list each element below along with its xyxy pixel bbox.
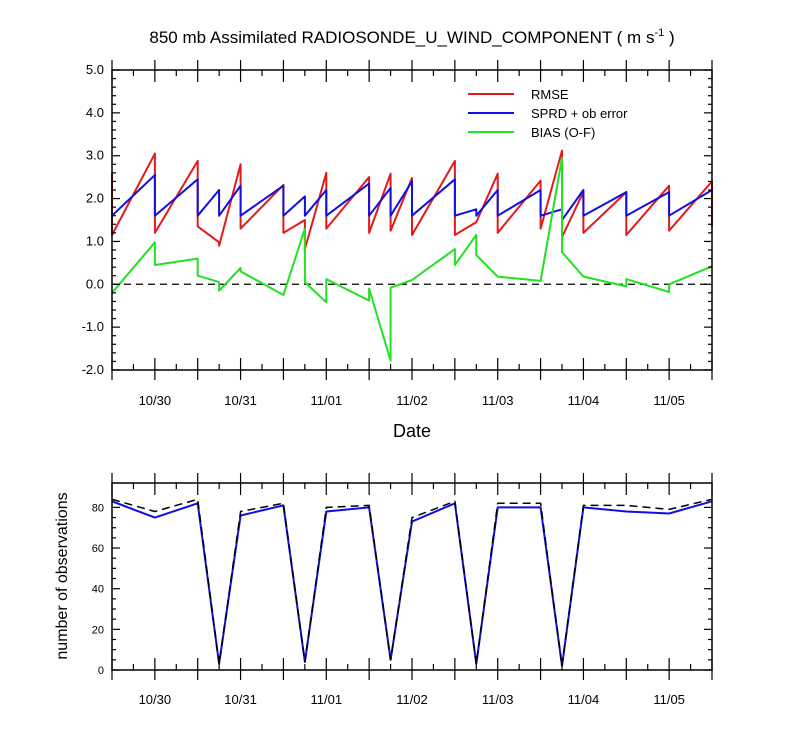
- bottom-y-tick-label: 40: [92, 584, 104, 596]
- chart-title-end: ): [664, 28, 674, 47]
- top-chart-marks: [111, 149, 713, 362]
- top-x-tick-label: 11/01: [310, 393, 342, 408]
- top-x-tick-label: 11/02: [396, 393, 428, 408]
- top-y-tick-label: 1.0: [86, 233, 104, 248]
- bottom-x-tick-label: 10/30: [139, 692, 172, 707]
- top-x-tick-label: 11/05: [653, 393, 685, 408]
- bottom-x-tick-label: 11/05: [653, 692, 685, 707]
- legend-label-rmse: RMSE: [531, 87, 569, 102]
- bottom-x-tick-label: 11/02: [396, 692, 428, 707]
- top-series-bias-o-f: [111, 156, 713, 362]
- top-series-sprd-ob-error: [111, 174, 713, 221]
- top-y-tick-label: 5.0: [86, 62, 104, 77]
- bottom-y-tick-label: 0: [98, 665, 104, 677]
- top-chart-axes: -2.0 -1.0 0.0 1.0 2.0 3.0 4.0 5.0 10/30 10/31 11/0…: [82, 60, 713, 408]
- top-x-tick-label: 10/30: [139, 393, 172, 408]
- top-series-rmse: [111, 149, 713, 251]
- bottom-chart: 0 20 40 60 80 10/30 10/31 11/01 11/02 11/03 11/04 1…: [54, 473, 713, 707]
- bottom-chart-marks: [111, 498, 713, 667]
- bottom-x-tick-label: 11/01: [310, 692, 342, 707]
- top-y-tick-label: -2.0: [82, 362, 104, 377]
- bottom-y-tick-label: 20: [92, 624, 104, 636]
- bottom-chart-axes: 0 20 40 60 80 10/30 10/31 11/01 11/02 11/03 11/04 1…: [92, 473, 713, 707]
- top-y-tick-label: 4.0: [86, 105, 104, 120]
- bottom-y-axis-label: number of observations: [54, 492, 71, 659]
- legend-label-sprd: SPRD + ob error: [531, 106, 628, 121]
- bottom-x-tick-label: 11/03: [482, 692, 514, 707]
- top-y-tick-label: -1.0: [82, 319, 104, 334]
- top-y-tick-label: 2.0: [86, 191, 104, 206]
- bottom-series-possible: [111, 498, 713, 667]
- top-x-axis-label: Date: [393, 421, 431, 441]
- chart-title-sup: -1: [654, 27, 664, 39]
- bottom-x-tick-label: 11/04: [568, 692, 600, 707]
- legend: RMSE SPRD + ob error BIAS (O-F): [468, 87, 628, 140]
- top-x-tick-label: 11/03: [482, 393, 514, 408]
- bottom-x-tick-label: 10/31: [224, 692, 257, 707]
- top-y-tick-label: 0.0: [86, 276, 104, 291]
- bottom-y-tick-label: 60: [92, 543, 104, 555]
- chart-title-main: 850 mb Assimilated RADIOSONDE_U_WIND_COM…: [149, 28, 654, 47]
- top-x-tick-label: 10/31: [224, 393, 257, 408]
- bottom-series-assimilated: [111, 500, 713, 667]
- top-x-tick-label: 11/04: [568, 393, 600, 408]
- top-y-tick-label: 3.0: [86, 148, 104, 163]
- chart-title: 850 mb Assimilated RADIOSONDE_U_WIND_COM…: [149, 27, 674, 47]
- top-chart: -2.0 -1.0 0.0 1.0 2.0 3.0 4.0 5.0 10/30 10/31 11/0…: [82, 60, 713, 441]
- bottom-y-tick-label: 80: [92, 502, 104, 514]
- legend-label-bias: BIAS (O-F): [531, 125, 595, 140]
